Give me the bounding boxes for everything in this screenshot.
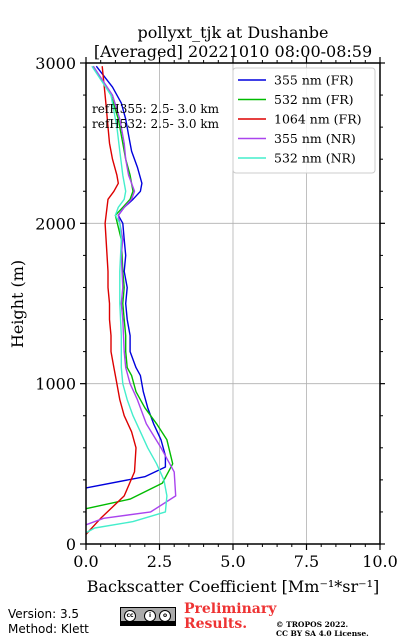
x-tick-label: 7.5 bbox=[294, 552, 319, 571]
copyright-text: © TROPOS 2022. CC BY SA 4.0 License. bbox=[276, 620, 369, 638]
version-text: Version: 3.5 bbox=[8, 607, 80, 621]
x-tick-label: 2.5 bbox=[147, 552, 172, 571]
y-tick-label: 1000 bbox=[35, 375, 76, 394]
series-line-355-nm-fr bbox=[85, 65, 167, 489]
axis-ticks: 0.0 2.5 5.0 7.5 10.0 0 1000 2000 3000 bbox=[35, 54, 398, 571]
x-tick-label: 0.0 bbox=[73, 552, 98, 571]
series-line-1064-nm-fr bbox=[85, 66, 137, 535]
x-tick-label: 5.0 bbox=[220, 552, 245, 571]
legend-box bbox=[232, 67, 376, 174]
x-axis-label: Backscatter Coefficient [Mm⁻¹*sr⁻¹] bbox=[87, 577, 380, 596]
legend-label: 355 nm (NR) bbox=[274, 131, 356, 146]
cc-by-sa-icon: cc i o bbox=[120, 607, 176, 626]
ref-height-355: refH355: 2.5- 3.0 km bbox=[92, 102, 220, 116]
y-tick-label: 0 bbox=[66, 535, 76, 554]
series-line-532-nm-nr bbox=[85, 65, 168, 534]
legend-label: 355 nm (FR) bbox=[274, 73, 354, 88]
series-line-355-nm-nr bbox=[85, 65, 177, 526]
legend-label: 532 nm (NR) bbox=[274, 151, 356, 166]
chart-title-line-1: pollyxt_tjk at Dushanbe bbox=[137, 23, 328, 42]
preliminary-results-text: Preliminary Results. bbox=[184, 601, 277, 632]
legend-label: 532 nm (FR) bbox=[274, 92, 354, 107]
y-axis-label: Height (m) bbox=[8, 260, 27, 348]
x-tick-label: 10.0 bbox=[362, 552, 398, 571]
ref-height-532: refH532: 2.5- 3.0 km bbox=[92, 117, 220, 131]
chart-title-line-2: [Averaged] 20221010 08:00-08:59 bbox=[94, 42, 372, 61]
backscatter-chart: 0.0 2.5 5.0 7.5 10.0 0 1000 2000 3000 pollyxt_tj… bbox=[8, 23, 398, 596]
legend-label: 1064 nm (FR) bbox=[274, 112, 362, 127]
y-tick-label: 3000 bbox=[35, 54, 76, 73]
y-tick-label: 2000 bbox=[35, 214, 76, 233]
series-lines bbox=[85, 65, 177, 535]
legend: 355 nm (FR) 532 nm (FR) 1064 nm (FR) 355 nm… bbox=[232, 67, 376, 174]
method-text: Method: Klett bbox=[8, 622, 89, 636]
